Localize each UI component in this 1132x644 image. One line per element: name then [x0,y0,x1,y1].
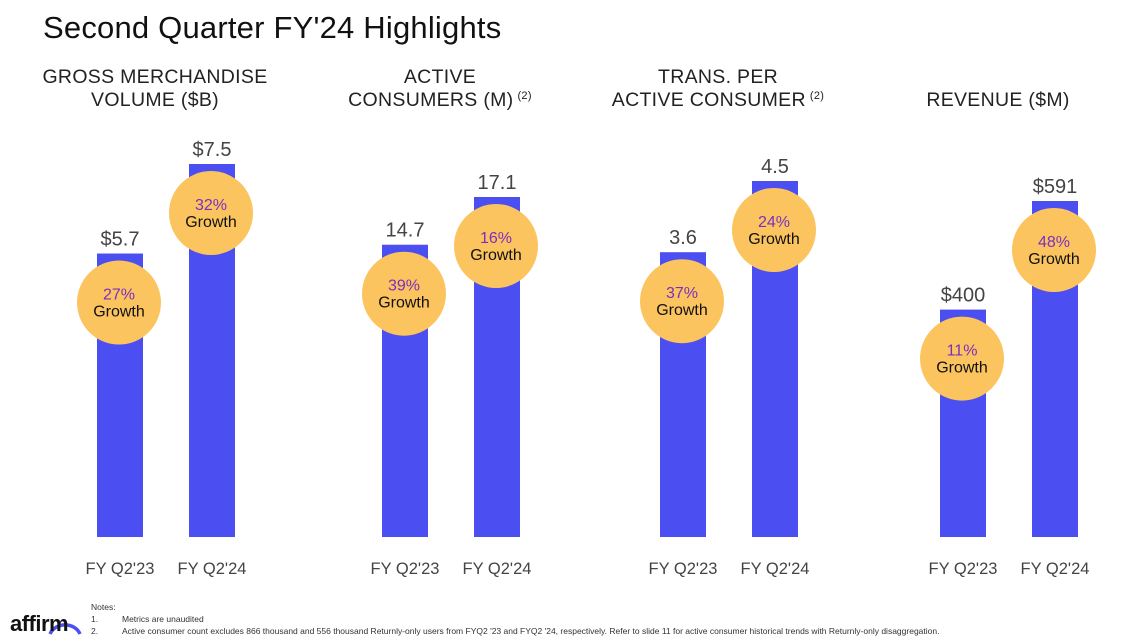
chart-title-line: GROSS MERCHANDISE [42,66,268,88]
affirm-logo: affirm [10,606,82,636]
growth-bubble [77,260,161,345]
growth-bubble [640,259,724,344]
category-label: FY Q2'24 [463,560,532,578]
growth-bubble [732,188,816,272]
page-title: Second Quarter FY'24 Highlights [43,10,502,45]
growth-percent: 24% [758,214,790,231]
chart-title-line: ACTIVE [403,66,477,88]
chart-title-line: VOLUME ($B) [91,89,219,111]
growth-label: Growth [748,231,800,248]
chart-title: REVENUE ($M) [868,66,1128,112]
chart-title-line: REVENUE ($M) [926,89,1070,111]
category-label: FY Q2'24 [178,560,247,578]
growth-label: Growth [1028,251,1080,268]
growth-bubble [362,251,446,336]
data-label: 3.6 [669,227,697,249]
growth-bubble [169,171,253,255]
growth-bubble [920,316,1004,401]
notes-header: Notes: [91,602,116,612]
growth-bubble [454,204,538,288]
growth-percent: 32% [195,197,227,214]
logo-text: affirm [10,611,69,636]
category-label: FY Q2'23 [86,560,155,578]
data-label: $5.7 [101,229,140,251]
note-text: Active consumer count excludes 866 thous… [122,626,940,636]
growth-label: Growth [378,295,430,312]
logo-arc-icon [48,623,82,635]
footnote-marker: (2) [809,89,825,102]
chart-title: GROSS MERCHANDISE VOLUME ($B) [25,66,285,112]
growth-percent: 37% [666,285,698,302]
category-label: FY Q2'24 [741,560,810,578]
growth-percent: 11% [947,343,978,360]
growth-percent: 39% [388,278,420,295]
note-number: 2. [91,626,99,636]
category-label: FY Q2'24 [1021,560,1090,578]
data-label: $7.5 [193,139,232,161]
chart-title-line: CONSUMERS (M) (2) [348,89,532,111]
note-2: 2. Active consumer count excludes 866 tho… [91,625,939,637]
category-label: FY Q2'23 [929,560,998,578]
growth-percent: 27% [103,287,135,304]
growth-label: Growth [656,302,708,319]
growth-percent: 48% [1038,234,1070,251]
data-label: $400 [941,285,986,307]
chart-title: TRANS. PER ACTIVE CONSUMER (2) [588,66,848,112]
chart-panel-active-consumers: ACTIVE CONSUMERS (M) (2) 14.7 39% Growth FY Q2… [310,64,570,584]
chart-title: ACTIVE CONSUMERS (M) (2) [310,66,570,112]
chart-title-line: ACTIVE CONSUMER (2) [611,89,825,111]
data-label: $591 [1033,176,1078,198]
chart-panel-trans-per-consumer: TRANS. PER ACTIVE CONSUMER (2) 3.6 37% Growth… [588,64,848,584]
chart-title-line: TRANS. PER [657,66,779,88]
category-label: FY Q2'23 [649,560,718,578]
data-label: 14.7 [386,220,425,242]
note-number: 1. [91,614,99,624]
growth-label: Growth [936,360,988,377]
data-label: 4.5 [761,156,789,178]
note-text: Metrics are unaudited [122,614,204,624]
growth-label: Growth [93,304,145,321]
note-1: 1. Metrics are unaudited [91,613,939,625]
growth-label: Growth [185,214,237,231]
chart-panel-gmv: GROSS MERCHANDISE VOLUME ($B) $5.7 27% Growt… [25,64,285,584]
growth-percent: 16% [480,230,512,247]
data-label: 17.1 [478,172,517,194]
growth-bubble [1012,208,1096,292]
footnotes: Notes: 1. Metrics are unaudited 2. Active … [91,601,939,637]
chart-panel-revenue: REVENUE ($M) $400 11% Growth FY Q2'23 $591 48%… [868,64,1128,584]
category-label: FY Q2'23 [371,560,440,578]
growth-label: Growth [470,247,522,264]
footnote-marker: (2) [517,89,532,102]
